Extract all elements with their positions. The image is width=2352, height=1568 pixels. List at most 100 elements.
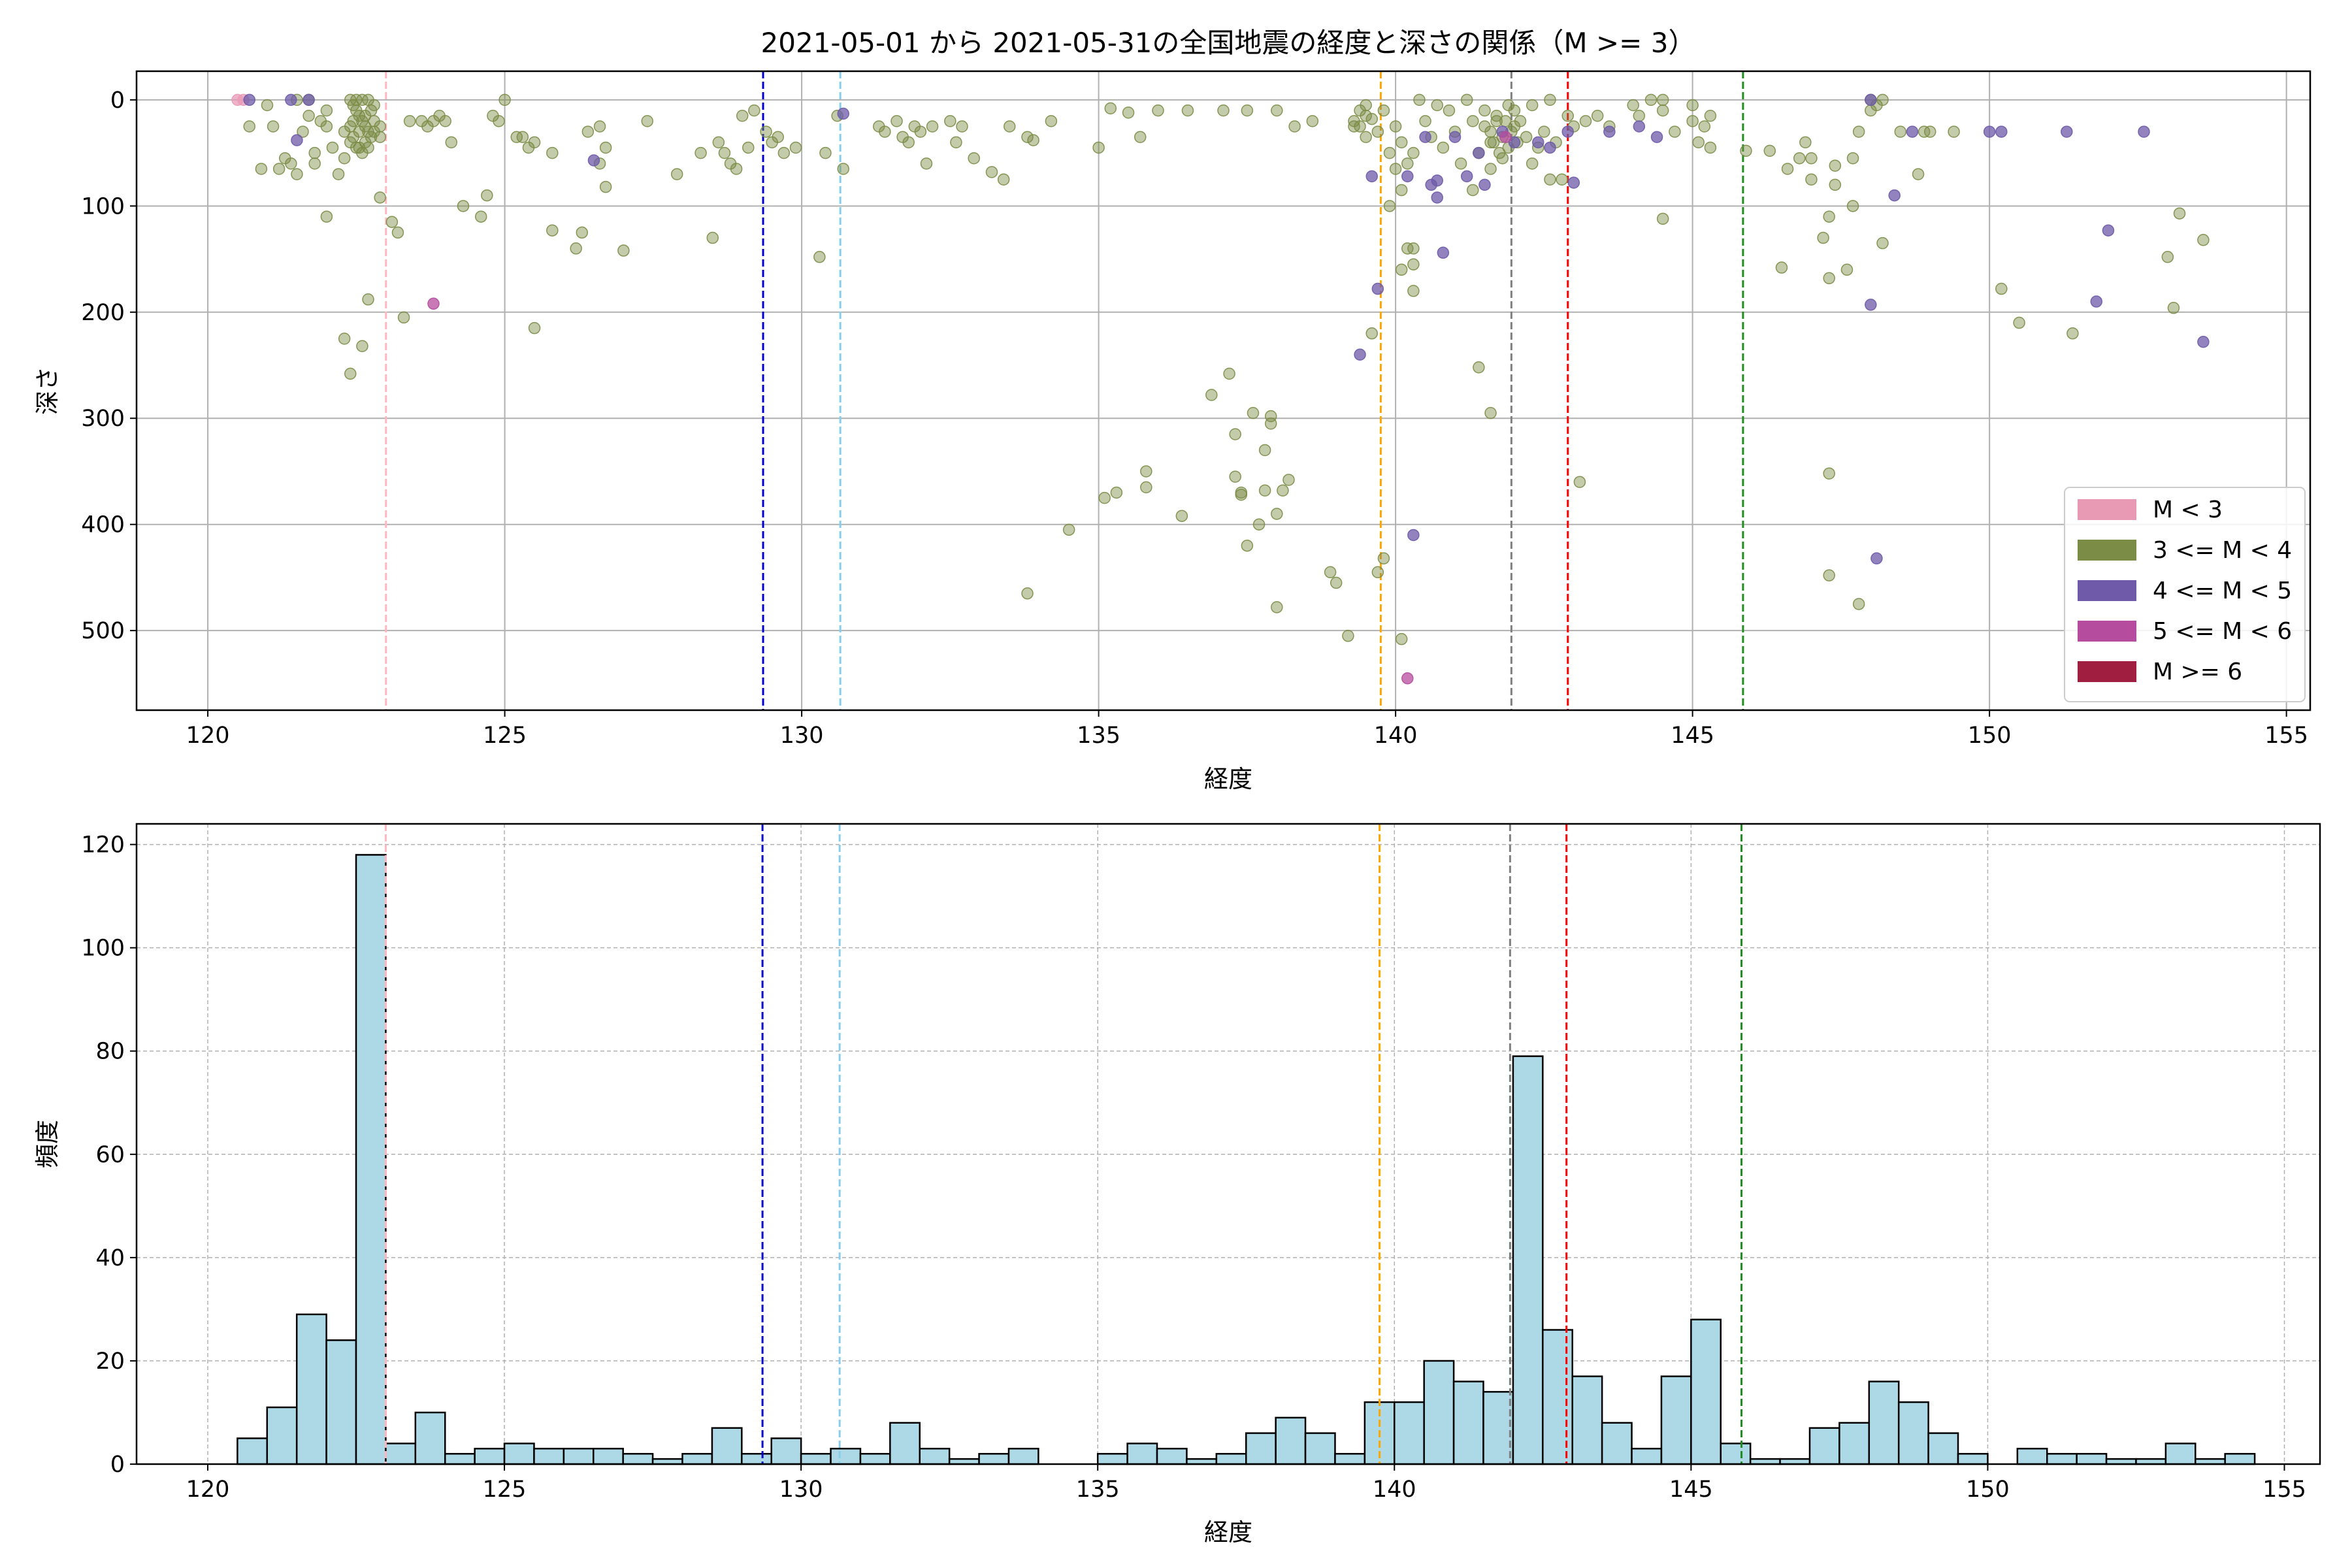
scatter-point xyxy=(1282,474,1295,486)
scatter-point xyxy=(914,125,927,138)
scatter-point xyxy=(1027,134,1039,146)
histogram-bar xyxy=(1542,1329,1573,1465)
scatter-point xyxy=(1092,141,1105,154)
scatter-point xyxy=(2102,224,2115,237)
scatter-point xyxy=(1829,159,1842,172)
scatter-point xyxy=(1258,484,1271,497)
scatter-point xyxy=(1431,191,1443,204)
histogram-bar xyxy=(1897,1401,1929,1465)
scatter-point xyxy=(1865,93,1877,106)
scatter-point xyxy=(291,134,303,146)
scatter-point xyxy=(1823,272,1835,285)
histogram-x-tick-label: 120 xyxy=(186,1477,230,1503)
scatter-point xyxy=(1021,131,1034,143)
scatter-y-tick-label: 400 xyxy=(81,512,125,538)
scatter-point xyxy=(1371,125,1384,138)
scatter-point xyxy=(285,93,297,106)
scatter-point xyxy=(1460,93,1473,106)
scatter-point xyxy=(1110,486,1123,499)
scatter-point xyxy=(1258,444,1271,457)
scatter-point xyxy=(1840,263,1854,276)
scatter-point xyxy=(641,115,654,127)
scatter-point xyxy=(474,210,487,223)
histogram-x-tick-label: 145 xyxy=(1669,1477,1713,1503)
scatter-point xyxy=(1544,141,1556,154)
scatter-point xyxy=(397,311,410,324)
scatter-point xyxy=(2066,327,2079,340)
scatter-point xyxy=(1775,261,1788,274)
histogram-bar xyxy=(1394,1401,1425,1465)
scatter-point xyxy=(1650,131,1663,143)
scatter-point xyxy=(1271,508,1283,520)
histogram-bar xyxy=(1838,1422,1870,1465)
scatter-point xyxy=(1407,242,1420,255)
histogram-x-tick-label: 140 xyxy=(1373,1477,1416,1503)
scatter-point xyxy=(944,115,956,127)
scatter-point xyxy=(1478,178,1491,191)
scatter-point xyxy=(2173,207,2186,220)
scatter-point xyxy=(837,107,849,120)
scatter-point xyxy=(1520,131,1533,143)
scatter-point xyxy=(1377,552,1390,564)
histogram-bar xyxy=(414,1411,446,1465)
scatter-point xyxy=(1407,146,1420,159)
scatter-point xyxy=(2138,125,2150,138)
scatter-point xyxy=(439,115,451,127)
scatter-point xyxy=(1704,141,1717,154)
histogram-y-tick-label: 40 xyxy=(95,1245,125,1271)
scatter-point xyxy=(1644,93,1658,106)
scatter-point xyxy=(1865,299,1877,311)
scatter-point xyxy=(1876,237,1889,250)
scatter-point xyxy=(694,146,707,159)
scatter-point xyxy=(1633,120,1646,133)
scatter-point xyxy=(302,109,315,122)
scatter-point xyxy=(356,340,368,353)
scatter-point xyxy=(1383,200,1396,212)
scatter-point xyxy=(1508,104,1521,117)
scatter-point xyxy=(997,173,1010,186)
histogram-bar xyxy=(1126,1443,1158,1465)
scatter-x-label: 経度 xyxy=(1204,765,1252,793)
scatter-point xyxy=(1401,170,1414,183)
scatter-point xyxy=(1395,136,1408,149)
scatter-point xyxy=(1805,173,1818,186)
scatter-point xyxy=(243,93,255,106)
scatter-point xyxy=(1241,104,1254,117)
histogram-bar xyxy=(1215,1452,1247,1465)
scatter-point xyxy=(308,157,321,170)
scatter-point xyxy=(1852,125,1865,138)
scatter-point xyxy=(427,297,440,310)
legend-swatch xyxy=(2078,499,2136,520)
histogram-bar xyxy=(563,1448,595,1465)
scatter-point xyxy=(950,136,962,149)
scatter-point xyxy=(1395,263,1408,276)
scatter-point xyxy=(1395,632,1408,645)
scatter-point xyxy=(344,120,357,133)
scatter-point xyxy=(2013,316,2025,329)
scatter-point xyxy=(338,333,351,345)
histogram-bar xyxy=(2076,1452,2108,1465)
histogram-y-tick-label: 0 xyxy=(110,1452,125,1478)
histogram-bars xyxy=(237,854,2256,1465)
scatter-point xyxy=(362,141,374,154)
scatter-point xyxy=(267,120,280,133)
histogram-bar xyxy=(325,1339,357,1465)
scatter-point xyxy=(332,168,345,180)
histogram-bar xyxy=(889,1422,921,1465)
scatter-point xyxy=(1478,104,1491,117)
scatter-point xyxy=(985,166,998,178)
histogram-bar xyxy=(385,1443,417,1465)
scatter-point xyxy=(368,125,380,138)
scatter-point xyxy=(1514,115,1527,127)
scatter-point xyxy=(1740,144,1752,157)
scatter-x-tick-label: 150 xyxy=(1968,723,2012,749)
scatter-point xyxy=(1306,115,1319,127)
histogram-bar xyxy=(1007,1448,1039,1465)
scatter-point xyxy=(1181,104,1194,117)
scatter-point xyxy=(1241,539,1254,552)
scatter-point xyxy=(1823,467,1835,480)
scatter-point xyxy=(261,99,274,112)
histogram-bar xyxy=(295,1313,327,1465)
histogram-bar xyxy=(2224,1452,2256,1465)
scatter-point xyxy=(1122,106,1135,119)
